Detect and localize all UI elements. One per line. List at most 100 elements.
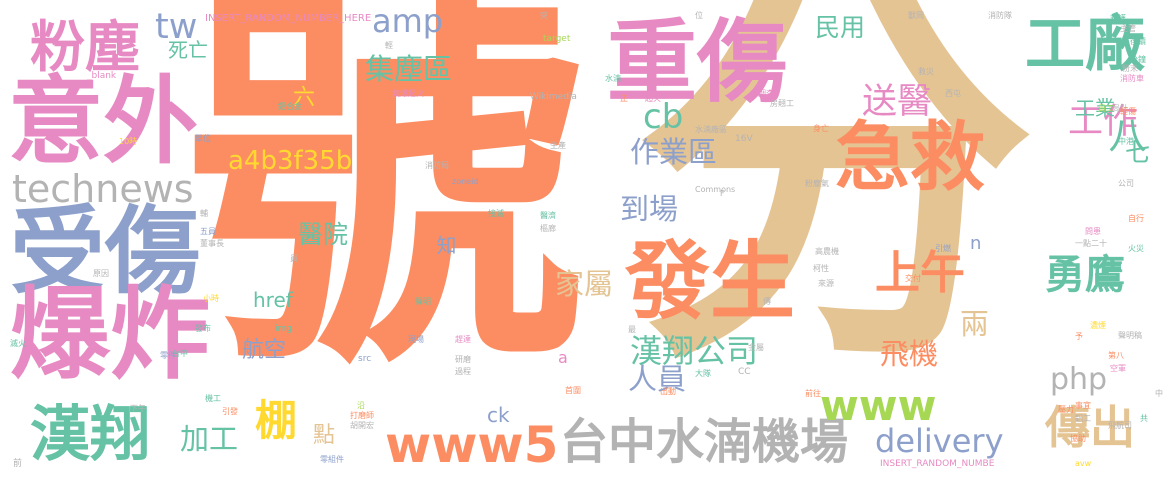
word-jiagong: 加工: [180, 425, 238, 454]
word-taichung-airport: 台中水湳機場: [560, 418, 848, 466]
word-small-82: 消防車: [1120, 75, 1144, 83]
word-php: php: [1050, 365, 1107, 395]
word-small-62: 鋁合金: [278, 103, 302, 111]
word-peng: 棚: [255, 400, 297, 442]
word-small-79: 後續: [1130, 38, 1146, 46]
word-small-127: 10時: [119, 138, 137, 146]
word-jiashu: 家屬: [555, 270, 613, 299]
word-minyong: 民用: [815, 15, 865, 40]
word-href: href: [253, 290, 293, 310]
word-insert-random-top: INSERT_RANDOM_NUMBER_HERE: [205, 14, 371, 24]
word-small-134: 予: [1075, 333, 1083, 341]
word-jijiu: 急救: [835, 120, 985, 195]
word-wikimedia: Wikimedia: [530, 93, 577, 102]
word-yiyuan: 醫院: [298, 222, 348, 247]
word-liang: 兩: [960, 310, 989, 339]
word-small-128: 金屬: [748, 344, 764, 352]
word-small-131: 空軍: [1110, 365, 1126, 373]
word-small-132: 聲明稿: [1118, 332, 1142, 340]
word-a: a: [558, 350, 568, 366]
word-small-74: 位: [695, 12, 703, 20]
word-yiwai: 意外: [8, 75, 198, 170]
word-img: img: [275, 325, 292, 334]
word-zhi: 知: [435, 235, 455, 255]
word-small-106: 趕達: [455, 336, 471, 344]
word-small-130: 第八: [1108, 352, 1124, 360]
word-hangkong: 航空: [242, 340, 286, 362]
word-small-125: 五員: [200, 228, 216, 236]
word-small-107: 研磨: [455, 356, 471, 364]
word-small-89: 接滅: [488, 210, 504, 218]
word-small-112: 打磨師: [350, 412, 374, 420]
word-small-117: 下午: [130, 405, 146, 413]
word-src: src: [358, 355, 371, 364]
word-small-100: 高農機: [815, 248, 839, 256]
word-small-77: 救護: [1110, 15, 1126, 23]
word-small-149: 前: [13, 460, 22, 469]
word-small-103: 交付: [905, 275, 921, 283]
word-small-90: 醫濟: [540, 212, 556, 220]
word-small-133: 濃煙: [1090, 322, 1106, 330]
word-16v: 16V: [735, 135, 753, 144]
word-small-99: 引燃: [935, 245, 951, 253]
word-small-66: 正: [620, 95, 628, 103]
word-small-64: 詳細: [555, 78, 571, 86]
word-small-108: 過程: [455, 368, 471, 376]
word-blank: _blank: [87, 72, 116, 81]
word-small-101: 柯性: [813, 265, 829, 273]
word-n: n: [970, 235, 981, 253]
word-small-110: 首圍: [565, 387, 581, 395]
word-small-61: 檢調: [128, 90, 144, 98]
word-small-122: 小時: [203, 295, 219, 303]
word-small-114: 零組件: [320, 456, 344, 464]
word-small-80: 分鐘: [1130, 56, 1146, 64]
word-small-138: 壓力: [1058, 406, 1074, 414]
word-small-94: 中港: [1118, 138, 1134, 146]
word-small-146: 輔: [200, 210, 208, 218]
word-small-63: 氣爆起火: [392, 90, 424, 98]
word-small-148: 傳: [763, 298, 771, 306]
word-small-75: 獸岡: [908, 12, 924, 20]
word-jichenqu: 集塵區: [365, 55, 452, 84]
word-insert-random-bottom: INSERT_RANDOM_NUMBE: [880, 460, 994, 469]
word-technews: technews: [12, 170, 194, 208]
word-fenchen: 粉塵: [30, 20, 140, 75]
word-small-70: 房翹工: [770, 100, 794, 108]
word-small-81: 粉末: [1122, 65, 1138, 73]
word-siwang: 死亡: [168, 40, 208, 60]
word-small-135: 事宜: [1075, 402, 1091, 410]
word-small-126: 單位: [195, 135, 211, 143]
word-small-145: F: [720, 190, 725, 198]
word-amp: amp: [372, 5, 443, 37]
word-small-69: 調查: [758, 90, 774, 98]
word-www: www: [820, 385, 936, 427]
word-small-139: 協助: [1070, 435, 1086, 443]
word-small-118: 滅火: [10, 340, 26, 348]
word-small-85: 突: [540, 12, 548, 20]
word-small-119: 發布: [195, 325, 211, 333]
word-cb: cb: [643, 100, 683, 134]
word-small-68: 水湳廠區: [695, 126, 727, 134]
word-feiji: 飛機: [880, 340, 938, 369]
word-small-87: 消防局: [425, 162, 449, 170]
word-www5: www5: [385, 420, 558, 470]
word-small-124: 董事長: [200, 240, 224, 248]
word-small-78: 主管: [1120, 25, 1136, 33]
word-small-73: 西屯: [945, 90, 961, 98]
word-zoneid: zoneid: [452, 178, 478, 186]
word-small-140: avw: [1075, 460, 1091, 468]
word-zuoyequ: 作業區: [630, 138, 717, 167]
word-small-123: 原因: [93, 270, 109, 278]
word-shangwu: 上午: [875, 250, 965, 295]
word-small-97: 火災: [1128, 245, 1144, 253]
word-target: target: [543, 35, 570, 44]
word-small-143: 最: [628, 326, 636, 334]
word-small-76: 消防隊: [988, 12, 1012, 20]
word-a4b3f35b: a4b3f35b: [228, 148, 352, 174]
word-small-113: 胡開宏: [350, 422, 374, 430]
word-small-71: 身亡: [813, 125, 829, 133]
word-small-104: 聲明: [415, 298, 431, 306]
word-small-67: 起火: [645, 95, 661, 103]
word-small-109: 大隊: [695, 370, 711, 378]
